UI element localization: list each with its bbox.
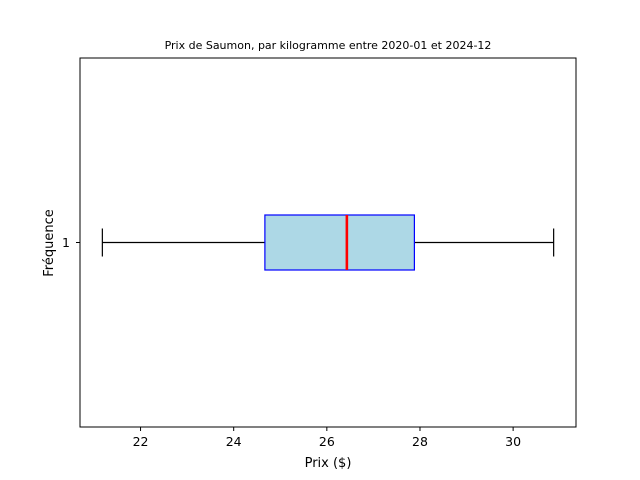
iqr-box <box>264 214 415 271</box>
y-tick-label: 1 <box>62 235 70 250</box>
x-tick-label: 28 <box>412 434 428 449</box>
chart-title: Prix de Saumon, par kilogramme entre 202… <box>165 39 492 52</box>
x-axis-ticks: 22 24 26 28 30 <box>133 427 521 449</box>
x-tick-label: 24 <box>226 434 242 449</box>
x-tick-label: 26 <box>319 434 335 449</box>
y-axis-label: Fréquence <box>42 209 57 276</box>
x-axis-label: Prix ($) <box>305 456 352 471</box>
plot-frame <box>79 57 577 428</box>
boxplot-marks <box>101 214 555 271</box>
x-tick-label: 22 <box>133 434 149 449</box>
y-axis-ticks: 1 <box>62 235 80 250</box>
x-tick-label: 30 <box>505 434 521 449</box>
